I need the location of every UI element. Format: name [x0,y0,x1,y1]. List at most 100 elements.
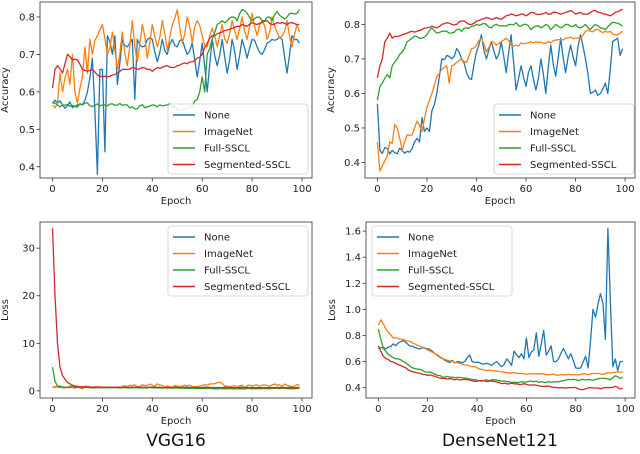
legend-label: ImageNet [204,249,253,260]
legend: None ImageNet Full-SSCL Segmented-SSCL [167,225,309,297]
series-line-imagenet [376,28,623,172]
vgg16-loss-plot: 0 20 40 60 80 100 0 10 20 30 Epoch Loss None ImageNet… [0,221,313,427]
series-group [51,228,300,390]
y-tick-label: 10 [22,339,35,350]
series-group [376,8,624,172]
legend-label: Full-SSCL [204,144,250,155]
y-tick-label: 0.7 [344,54,360,65]
series-line-full-sscl [52,8,301,111]
y-axis-label: Loss [0,299,11,321]
legend-label: Full-SSCL [530,144,576,155]
legend-label: None [204,111,230,122]
legend: None ImageNet Full-SSCL Segmented-SSCL [493,103,635,175]
x-tick-label: 60 [520,404,533,415]
legend-label: Segmented-SSCL [530,160,617,171]
x-tick-label: 0 [375,404,381,415]
y-tick-label: 0.4 [344,158,360,169]
legend-box [167,103,309,175]
y-axis-label: Accuracy [326,67,337,113]
x-tick-label: 60 [196,184,209,195]
axes-frame [365,221,636,399]
vgg16-accuracy-plot: 0 20 40 60 80 100 0.4 0.5 0.6 0.7 0.8 Epoch Accuracy… [0,1,313,207]
x-tick-label: 80 [246,184,259,195]
x-tick-label: 0 [374,184,380,195]
series-line-none [376,34,624,155]
legend-label: Full-SSCL [204,266,250,277]
series-line-segmented-sscl [51,228,300,389]
y-tick-label: 0.6 [19,87,35,98]
y-axis-label: Loss [327,299,338,321]
legend-label: None [204,233,230,244]
legend-box [493,103,635,175]
x-tick-label: 80 [569,404,582,415]
y-tick-label: 0.7 [19,50,35,61]
y-tick-label: 0.6 [345,357,361,368]
legend-label: ImageNet [204,127,253,138]
legend: None ImageNet Full-SSCL Segmented-SSCL [371,225,513,297]
legend: None ImageNet Full-SSCL Segmented-SSCL [167,103,309,175]
y-tick-label: 0.8 [344,20,360,31]
axes-frame [39,1,313,179]
y-tick-label: 0.5 [344,123,360,134]
x-tick-label: 20 [421,184,434,195]
series-line-segmented-sscl [376,8,623,79]
x-tick-label: 20 [421,404,434,415]
legend-box [167,225,309,297]
x-axis-label: Epoch [485,196,516,207]
x-tick-label: 20 [96,184,109,195]
x-axis-label: Epoch [161,416,192,427]
x-axis-label: Epoch [485,416,516,427]
series-line-none [52,35,301,175]
legend-label: Segmented-SSCL [204,160,291,171]
densenet121-accuracy-plot: 0 20 40 60 80 100 0.4 0.5 0.6 0.7 0.8 Epoch Accuracy… [326,1,636,207]
axes-frame [364,1,636,179]
y-axis-label: Accuracy [0,67,11,113]
legend-label: None [530,111,556,122]
y-tick-label: 0.6 [344,89,360,100]
y-tick-label: 1.2 [345,279,361,290]
x-tick-label: 40 [146,404,159,415]
legend-label: ImageNet [408,249,457,260]
y-tick-label: 20 [22,291,35,302]
x-axis-label: Epoch [161,196,192,207]
x-tick-label: 80 [246,404,259,415]
y-tick-label: 30 [22,244,35,255]
series-line-segmented-sscl [377,345,623,391]
x-tick-label: 40 [471,404,484,415]
x-tick-label: 40 [470,184,483,195]
y-tick-label: 0.8 [345,331,361,342]
caption-vgg16: VGG16 [146,431,206,451]
x-tick-label: 60 [520,184,533,195]
y-tick-label: 1.0 [345,305,361,316]
series-line-imagenet [377,319,623,376]
series-line-imagenet [52,8,301,109]
series-line-full-sscl [377,328,623,384]
x-tick-label: 100 [616,184,635,195]
axes-frame [39,221,313,399]
x-tick-label: 100 [292,184,311,195]
y-tick-label: 0.8 [19,12,35,23]
legend-label: Segmented-SSCL [408,282,495,293]
legend-label: Segmented-SSCL [204,282,291,293]
caption-densenet121: DenseNet121 [442,431,558,451]
x-tick-label: 100 [616,404,635,415]
series-group [377,227,623,391]
y-tick-label: 0.5 [19,125,35,136]
x-tick-label: 60 [196,404,209,415]
series-line-full-sscl [376,21,623,101]
legend-label: None [408,233,434,244]
x-tick-label: 80 [569,184,582,195]
y-tick-label: 1.4 [345,253,361,264]
series-line-segmented-sscl [51,20,300,89]
series-line-none [378,227,623,372]
y-tick-label: 0.4 [19,162,35,173]
x-tick-label: 40 [146,184,159,195]
x-tick-label: 20 [96,404,109,415]
legend-box [371,225,513,297]
y-tick-label: 0 [29,386,35,397]
y-tick-label: 0.4 [345,383,361,394]
legend-label: ImageNet [530,127,579,138]
densenet121-loss-plot: 0 20 40 60 80 100 0.4 0.6 0.8 1.0 1.2 1.4 1.6 Epoch Lo… [327,221,636,427]
y-tick-label: 1.6 [345,227,361,238]
